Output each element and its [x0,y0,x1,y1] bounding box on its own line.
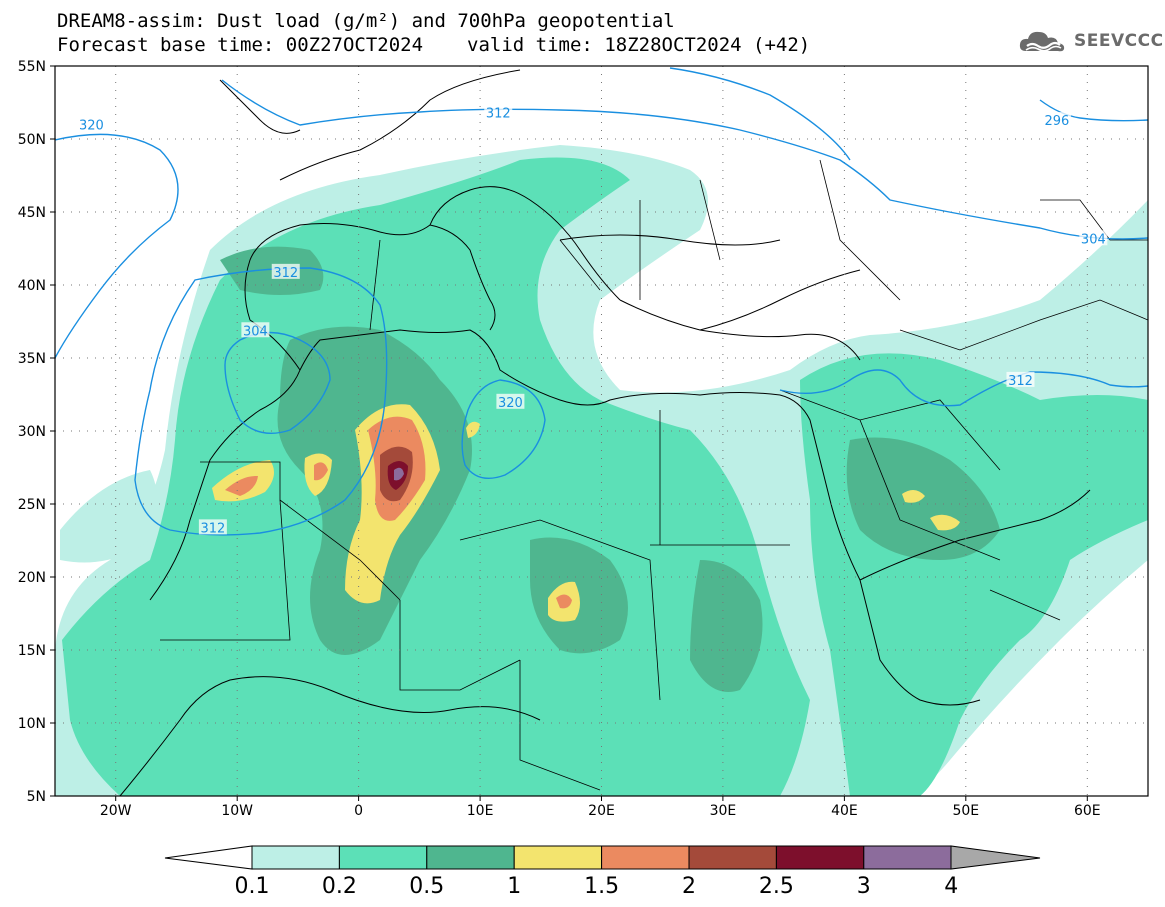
lon-label-20e: 20E [588,803,615,819]
map-area: 320 312 296 312 304 320 304 312 312 [55,66,1148,796]
lat-label-45n: 45N [18,205,46,221]
cloud-logo-icon [1019,31,1065,52]
lon-label-20w: 20W [100,803,132,819]
lon-label-10w: 10W [221,803,253,819]
colorbar-box-1 [338,845,428,870]
lat-label-50n: 50N [18,132,46,148]
lat-label-25n: 25N [18,497,46,513]
contour-label-bg [271,263,300,279]
lat-label-20n: 20N [18,570,46,586]
colorbar: 0.1 0.2 0.5 1 1.5 2 2.5 3 4 [164,845,1041,899]
contour-label-304: 304 [243,324,268,339]
colorbar-label: 0.5 [409,874,444,899]
axis-ticks [50,65,1088,801]
chart-title: DREAM8-assim: Dust load (g/m²) and 700hP… [57,10,675,32]
lat-label-55n: 55N [18,59,46,75]
colorbar-under-arrow [164,845,253,870]
contour-label-320: 320 [79,118,104,133]
lat-label-5n: 5N [27,789,46,805]
seevccc-logo: SEEVCCC [1018,27,1164,55]
colorbar-boxes [251,845,952,870]
contour-label-bg [484,104,513,120]
colorbar-label: 4 [944,874,958,899]
lon-label-30e: 30E [710,803,737,819]
latitude-labels: 55N 50N 45N 40N 35N 30N 25N 20N 15N 10N … [18,59,46,805]
colorbar-box-2 [426,845,515,870]
lat-label-30n: 30N [18,424,46,440]
contour-label-bg [198,519,227,535]
coastlines [119,69,1091,796]
contour-label-bg [1006,371,1035,387]
lat-label-35n: 35N [18,351,46,367]
logo-text: SEEVCCC [1074,31,1164,51]
lat-label-10n: 10N [18,716,46,732]
lon-label-10e: 10E [467,803,494,819]
contour-label-bg [496,393,525,409]
colorbar-label: 0.1 [235,874,270,899]
lon-label-40e: 40E [831,803,858,819]
contour-label-312: 312 [200,521,225,536]
lat-label-15n: 15N [18,643,46,659]
colorbar-box-3 [513,845,603,870]
colorbar-labels: 0.1 0.2 0.5 1 1.5 2 2.5 3 4 [235,874,959,899]
longitude-labels: 20W 10W 0 10E 20E 30E 40E 50E 60E [100,803,1101,819]
colorbar-box-6 [775,845,865,870]
contour-label-bg [1079,230,1108,246]
colorbar-label: 2 [682,874,696,899]
lat-label-40n: 40N [18,278,46,294]
forecast-base-time: Forecast base time: 00Z27OCT2024 [57,34,424,56]
colorbar-over-arrow [950,845,1041,870]
lon-label-0: 0 [354,803,363,819]
colorbar-label: 0.2 [322,874,357,899]
contour-label-bg [241,322,270,338]
colorbar-label: 3 [857,874,871,899]
contour-label-bg [1042,112,1071,128]
contour-label-304: 304 [1081,232,1106,247]
contour-labels: 320 312 296 312 304 320 304 312 312 [77,104,1108,536]
colorbar-box-5 [688,845,777,870]
lon-label-60e: 60E [1074,803,1101,819]
geopotential-contours [55,67,1148,536]
contour-label-296: 296 [1045,114,1070,129]
colorbar-box-0 [251,845,340,870]
colorbar-box-7 [863,845,952,870]
colorbar-box-4 [601,845,690,870]
colorbar-label: 2.5 [759,874,794,899]
dust-shading-3 [394,467,404,481]
country-borders [160,159,1148,791]
colorbar-label: 1.5 [584,874,619,899]
contour-label-bg [77,116,106,132]
colorbar-label: 1 [507,874,521,899]
contour-label-320: 320 [498,396,523,411]
grid-lines [55,66,1148,796]
contour-label-312: 312 [486,107,511,122]
time-info: Forecast base time: 00Z27OCT2024 valid ti… [57,35,810,56]
valid-time: valid time: 18Z28OCT2024 (+42) [467,34,811,56]
lon-label-50e: 50E [952,803,979,819]
contour-label-312: 312 [1008,374,1033,389]
contour-label-312: 312 [273,266,298,281]
